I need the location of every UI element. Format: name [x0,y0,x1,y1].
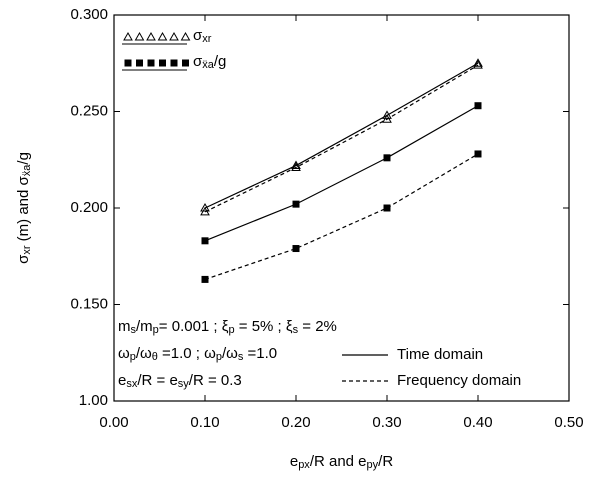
legend-label: Frequency domain [397,372,521,389]
legend-symbol [147,59,155,67]
text-part: = 2% [298,318,337,335]
legend-symbol [146,31,156,41]
text-part: /ω [222,345,238,362]
legend-symbol [123,31,133,41]
legend-symbol [124,59,132,67]
subscript: p [153,324,159,336]
subscript: xr [202,33,212,45]
square-marker [474,150,482,158]
x-axis-label: epx/R and epy/R [290,453,393,471]
text-part: σ [193,27,203,44]
text-part: ω [118,345,130,362]
legend-symbol [136,59,143,67]
legend-symbol [170,59,178,67]
series-line [204,153,479,280]
text-part: (m) and σ [15,175,32,245]
square-marker [292,200,300,208]
text-part: = 0.001 ; ξ [159,318,229,335]
series-line [204,105,479,242]
subscript: sy [178,378,190,390]
subscript: s [293,324,299,336]
square-marker [474,102,482,110]
triangle-marker [473,58,483,67]
subscript: xr [21,245,33,255]
square-marker [383,154,391,162]
subscript: p [130,351,136,363]
text-part: =1.0 ; ω [158,345,216,362]
text-part: m [118,318,131,335]
legend-symbol [169,31,179,41]
annotation: ms/mp= 0.001 ; ξp = 5% ; ξs = 2% [118,318,337,336]
x-tick-label: 0.40 [463,414,492,431]
text-part: σ [15,254,32,264]
text-part: σ [193,53,203,70]
legend-symbol [159,59,166,67]
text-part: /R [378,453,393,470]
square-marker [383,204,391,212]
y-tick-label: 1.00 [79,392,108,409]
subscript: s [131,324,137,336]
subscript: ẍa [202,59,215,71]
text-part: e [118,372,126,389]
x-tick-label: 0.30 [372,414,401,431]
square-marker [201,275,209,283]
y-tick-label: 0.250 [70,102,108,119]
legend-symbol [180,31,191,41]
subscript: ẍa [21,164,33,177]
text-part: /m [136,318,153,335]
text-part: /R and e [310,453,367,470]
subscript: p [228,324,234,336]
text-part: = 5% ; ξ [235,318,293,335]
legend-label: σxr [193,27,212,45]
series-line [204,64,479,213]
triangle-marker [382,114,392,123]
y-tick-label: 0.150 [70,295,108,312]
subscript: p [216,351,222,363]
x-tick-label: 0.00 [99,414,128,431]
square-marker [201,237,209,245]
text-part: /g [214,53,227,70]
subscript: s [238,351,244,363]
text-part: e [290,453,298,470]
x-tick-label: 0.20 [281,414,310,431]
legend-symbol [182,59,189,67]
triangle-marker [291,162,301,171]
y-tick-label: 0.200 [70,199,108,216]
y-axis-label: σxr (m) and σẍa/g [15,152,33,264]
y-tick-label: 0.300 [70,6,108,23]
subscript: py [367,459,379,471]
triangle-marker [200,206,210,216]
series-line [204,62,479,209]
text-part: =1.0 [243,345,277,362]
square-marker [292,245,300,253]
text-part: /R = e [137,372,177,389]
triangle-marker [473,60,483,69]
plot-frame [113,14,570,402]
x-tick-label: 0.50 [554,414,583,431]
subscript: θ [152,351,158,363]
legend-symbol [134,31,145,41]
annotation: esx/R = esy/R = 0.3 [118,372,242,390]
x-tick-label: 0.10 [190,414,219,431]
triangle-marker [200,202,210,212]
legend-label: σẍa/g [193,53,226,71]
text-part: /R = 0.3 [189,372,242,389]
text-part: /g [15,152,32,165]
legend-symbol [157,31,168,41]
legend-label: Time domain [397,346,483,363]
subscript: px [298,459,310,471]
triangle-marker [382,110,392,119]
annotation: ωp/ωθ =1.0 ; ωp/ωs =1.0 [118,345,277,363]
text-part: /ω [136,345,152,362]
subscript: sx [126,378,138,390]
triangle-marker [291,160,301,170]
